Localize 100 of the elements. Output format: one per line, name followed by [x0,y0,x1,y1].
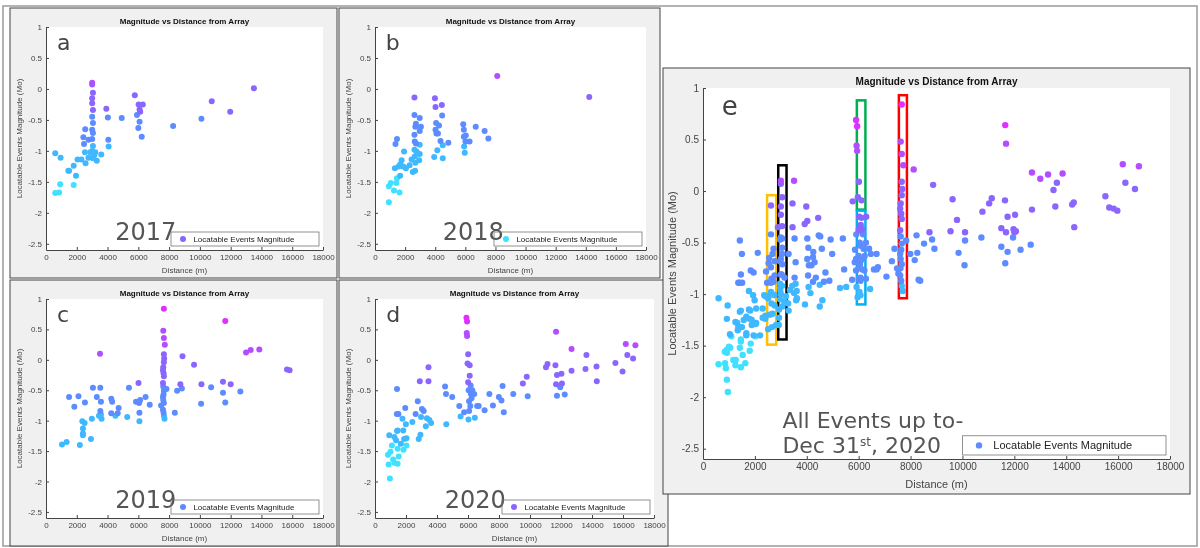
x-tick-label: 10000 [189,252,213,262]
chart-title: Magnitude vs Distance from Array [119,289,250,298]
annotation: d [386,302,401,328]
y-axis-title: Locatable Events Magnitude (Mo) [665,191,678,356]
x-tick-label: 2000 [396,252,416,262]
legend-label: Locatable Events Magnitude [993,439,1133,452]
chart-title: Magnitude vs Distance from Array [449,289,580,298]
y-tick-label: -2 [34,208,43,218]
x-tick-label: 4000 [99,520,118,530]
x-tick-label: 14000 [250,520,274,530]
y-tick-label: -2.5 [28,507,43,517]
x-tick-label: 10000 [519,520,543,530]
y-tick-label: 1 [366,295,372,305]
x-tick-label: 12000 [550,520,574,530]
x-tick-label: 12000 [1000,461,1030,473]
x-tick-label: 8000 [899,461,923,473]
x-tick-label: 10000 [189,520,213,530]
x-tick-label: 8000 [160,252,180,262]
x-tick-label: 8000 [160,520,180,530]
y-tick-label: 1 [366,23,372,33]
legend-label: Locatable Events Magnitude [524,502,626,512]
y-tick-label: 0 [37,85,43,94]
x-tick-label: 16000 [281,252,305,262]
chart-title: Magnitude vs Distance from Array [119,17,250,26]
x-axis-title: Distance (m) [487,265,534,275]
y-tick-label: 0 [366,85,372,94]
y-tick-label: 0.5 [359,54,372,64]
annotation: 2018 [442,218,504,246]
y-tick-label: -2 [363,208,372,218]
x-tick-label: 2000 [68,252,87,262]
x-axis-title: Distance (m) [161,533,208,543]
x-tick-label: 8000 [487,252,506,262]
y-axis-title: Locatable Events Magnitude (Mo) [14,348,24,469]
y-tick-label: -0.5 [28,386,43,396]
y-tick-label: 0.5 [359,325,372,335]
y-tick-label: -2.5 [357,239,372,249]
annotation: 2020 [444,486,506,514]
x-tick-label: 8000 [490,520,509,530]
y-tick-label: -0.5 [357,386,372,396]
y-tick-label: -1 [363,146,372,156]
y-tick-label: -0.5 [681,237,700,249]
x-tick-label: 4000 [428,520,447,530]
y-tick-label: -0.5 [28,115,43,125]
x-axis-title: Distance (m) [905,477,968,490]
y-tick-label: -2 [34,477,43,487]
y-tick-label: 0 [693,185,700,197]
y-axis-title: Locatable Events Magnitude (Mo) [343,78,353,199]
y-tick-label: 0 [366,355,372,365]
y-tick-label: -1.5 [357,177,372,187]
y-axis-title: Locatable Events Magnitude (Mo) [14,78,24,199]
x-tick-label: 16000 [605,252,629,262]
x-tick-label: 16000 [612,520,636,530]
x-tick-label: 2000 [68,520,87,530]
x-tick-label: 6000 [456,252,476,262]
x-tick-label: 2000 [744,461,767,473]
y-tick-label: 0.5 [685,134,700,146]
y-tick-label: -1 [34,146,43,156]
y-tick-label: 0.5 [30,54,43,64]
y-tick-label: -2.5 [357,507,372,517]
y-tick-label: -1.5 [681,340,700,352]
legend-label: Locatable Events Magnitude [516,234,618,244]
x-tick-label: 4000 [99,252,118,262]
x-tick-label: 16000 [1104,461,1133,473]
y-tick-label: -1 [363,416,372,426]
annotation: b [385,30,400,56]
y-tick-label: -1.5 [28,447,43,457]
x-tick-label: 12000 [220,520,243,530]
y-tick-label: 1 [693,82,700,94]
annotation: c [57,302,70,328]
x-tick-label: 0 [373,520,379,530]
y-tick-label: -2 [690,391,700,403]
x-tick-label: 2000 [397,520,416,530]
y-tick-label: -2 [363,477,372,487]
y-axis-title: Locatable Events Magnitude (Mo) [343,348,353,469]
y-tick-label: -2.5 [28,239,43,249]
x-tick-label: 14000 [581,520,605,530]
annotation: All Events up to- Dec 31$^{st}$, 2020 [782,407,964,458]
x-tick-label: 6000 [848,461,871,473]
x-tick-label: 10000 [949,461,978,473]
y-tick-label: -0.5 [357,115,372,125]
x-axis-title: Distance (m) [491,533,538,543]
y-tick-label: -2.5 [681,443,700,455]
annotation: e [721,91,738,122]
x-tick-label: 6000 [459,520,478,530]
y-tick-label: -1.5 [357,447,372,457]
x-tick-label: 18000 [312,252,336,262]
legend-label: Locatable Events Magnitude [193,234,295,244]
x-tick-label: 4000 [426,252,446,262]
x-tick-label: 18000 [1156,461,1185,473]
x-axis-title: Distance (m) [161,265,208,275]
x-tick-label: 18000 [643,520,667,530]
x-tick-label: 12000 [220,252,243,262]
y-tick-label: 1 [37,23,43,33]
x-tick-label: 0 [373,252,379,262]
y-tick-label: -1.5 [28,177,43,187]
annotation: 2017 [115,218,177,246]
annotation: a [57,30,71,56]
x-tick-label: 16000 [281,520,305,530]
x-tick-label: 4000 [796,461,819,473]
y-tick-label: 1 [37,295,43,305]
